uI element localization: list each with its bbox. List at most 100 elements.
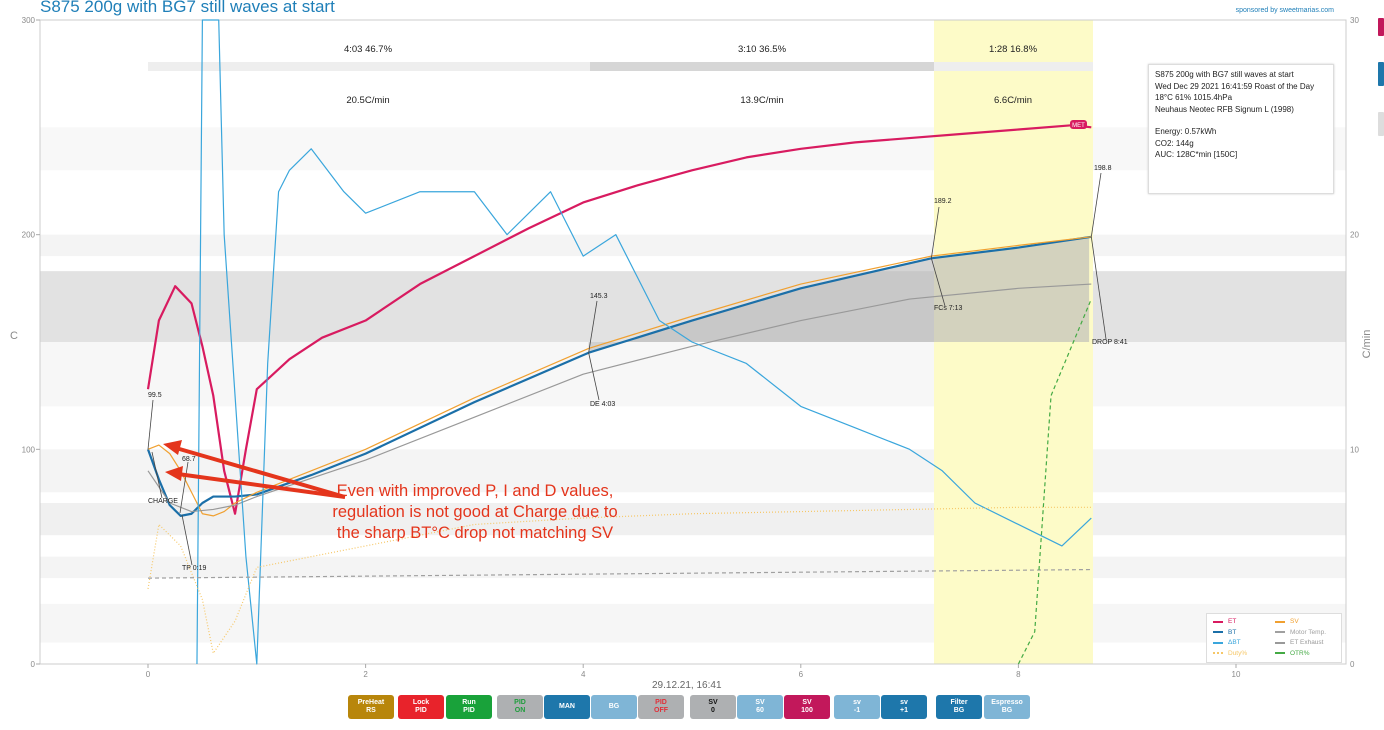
band-3 [40, 449, 1346, 493]
button-sv-100[interactable]: SV 100 [784, 695, 830, 719]
button-filter-bg[interactable]: Filter BG [936, 695, 982, 719]
right-edge-tab-gray[interactable] [1378, 112, 1384, 136]
button-line1: Espresso [991, 699, 1023, 706]
charge-marker [147, 399, 154, 450]
x-tick: 6 [799, 670, 804, 679]
legend-item-bt[interactable]: ΔBT [1213, 639, 1241, 646]
legend-item-motor-temp[interactable]: Motor Temp. [1275, 629, 1326, 636]
info-date: Wed Dec 29 2021 16:41:59 Roast of the Da… [1155, 81, 1315, 91]
info-title: S875 200g with BG7 still waves at start [1155, 70, 1294, 79]
button-line2: 60 [756, 707, 764, 714]
button-line1: sv [900, 699, 908, 706]
y-left-tick: 100 [22, 445, 36, 454]
drop-value: 198.8 [1094, 165, 1112, 172]
button-line1: Run [462, 699, 476, 706]
info-machine: Neuhaus Neotec RFB Signum L (1998) [1155, 104, 1294, 114]
legend-swatch [1213, 631, 1223, 633]
button-line2: BG [1001, 707, 1013, 714]
button-line1: PID [514, 699, 526, 706]
legend-swatch [1213, 641, 1223, 644]
info-auc: AUC: 128C*min [150C] [1155, 150, 1238, 159]
y-left-axis-label: C [10, 330, 18, 342]
legend-swatch [1213, 620, 1223, 623]
button-line2: PID [415, 707, 427, 714]
dev-ror-label: 6.6C/min [994, 95, 1032, 106]
button-espresso-bg[interactable]: Espresso BG [984, 695, 1030, 719]
button-sv-60[interactable]: SV 60 [737, 695, 783, 719]
charge-label: CHARGE [148, 498, 178, 505]
legend-swatch [1275, 631, 1285, 633]
de-label: DE 4:03 [590, 401, 615, 408]
series-bt [146, 235, 1092, 517]
button-line2: 0 [711, 707, 715, 714]
button-line1: PreHeat [357, 699, 385, 706]
button-line1: sv [853, 699, 861, 706]
met-badge [1070, 120, 1087, 129]
button-line2: PID [463, 707, 475, 714]
button-line1: PID [655, 699, 667, 706]
annotation-arrows [163, 440, 346, 499]
de-marker [588, 300, 598, 353]
legend-item-sv[interactable]: SV [1275, 618, 1299, 625]
legend-label: SV [1290, 618, 1299, 625]
button-run-pid[interactable]: Run PID [446, 695, 492, 719]
met-label: MET [1072, 123, 1085, 129]
legend-swatch [1275, 652, 1285, 654]
button-line2: OFF [654, 707, 668, 714]
x-tick: 0 [146, 670, 151, 679]
sponsor-label[interactable]: sponsored by sweetmarias.com [1235, 7, 1334, 14]
band-2 [40, 342, 1346, 407]
y-right-tick: 10 [1350, 445, 1359, 454]
button-line1: Lock [412, 699, 430, 706]
y-right-axis-label: C/min [1361, 330, 1373, 359]
chart-title: S875 200g with BG7 still waves at start [40, 0, 335, 16]
dev-phase-bar [934, 62, 1093, 71]
legend-label: ET Exhaust [1290, 639, 1324, 646]
x-tick: 10 [1232, 670, 1241, 679]
button-preheat-rs[interactable]: PreHeat RS [348, 695, 394, 719]
button-line1: SV [755, 699, 765, 706]
x-axis-timestamp: 29.12.21, 16:41 [652, 680, 722, 691]
legend-swatch [1275, 641, 1285, 644]
button-bg[interactable]: BG [591, 695, 637, 719]
roast-info-box: S875 200g with BG7 still waves at start … [1148, 64, 1334, 194]
series-et-exhaust [147, 283, 1092, 513]
button-line2: RS [366, 707, 376, 714]
button-line1: SV [802, 699, 812, 706]
x-tick: 2 [363, 670, 368, 679]
button-sv-1[interactable]: sv -1 [834, 695, 880, 719]
drop-label: DROP 8:41 [1092, 339, 1128, 346]
series-otr [1017, 298, 1092, 665]
button-sv-0[interactable]: SV 0 [690, 695, 736, 719]
tp-label: TP 0:19 [182, 565, 206, 572]
mai-ror-label: 13.9C/min [740, 95, 783, 106]
legend-item-et-exhaust[interactable]: ET Exhaust [1275, 639, 1323, 646]
button-pid-off[interactable]: PID OFF [638, 695, 684, 719]
drop-line [1090, 236, 1107, 340]
x-tick: 4 [581, 670, 586, 679]
legend-item-et[interactable]: ET [1213, 618, 1236, 625]
y-right-tick: 0 [1350, 660, 1355, 669]
legend-item-bt[interactable]: BT [1213, 629, 1236, 636]
plot-frame [39, 19, 1347, 665]
tp-line [181, 514, 193, 566]
mai-phase-label: 3:10 36.5% [738, 44, 787, 55]
info-energy: Energy: 0.57kWh [1155, 127, 1217, 136]
right-edge-tab-red[interactable] [1378, 18, 1384, 36]
dev-phase-label: 1:28 16.8% [989, 44, 1038, 55]
y-left-tick: 300 [22, 16, 36, 25]
legend[interactable]: ET BT ΔBT Duty% SV Motor Temp. ET Exhaust OTR% [1206, 613, 1342, 663]
button-lock-pid[interactable]: Lock PID [398, 695, 444, 719]
right-edge-tab-blue[interactable] [1378, 62, 1384, 86]
band-4 [40, 503, 1346, 536]
fcs-line [930, 258, 946, 307]
button-sv-1[interactable]: sv +1 [881, 695, 927, 719]
legend-item-otr[interactable]: OTR% [1275, 650, 1310, 657]
legend-swatch [1213, 652, 1223, 654]
button-man[interactable]: MAN [544, 695, 590, 719]
button-pid-on[interactable]: PID ON [497, 695, 543, 719]
tp-marker [179, 461, 189, 514]
dry-phase-bar [148, 62, 590, 71]
legend-item-duty[interactable]: Duty% [1213, 650, 1247, 657]
